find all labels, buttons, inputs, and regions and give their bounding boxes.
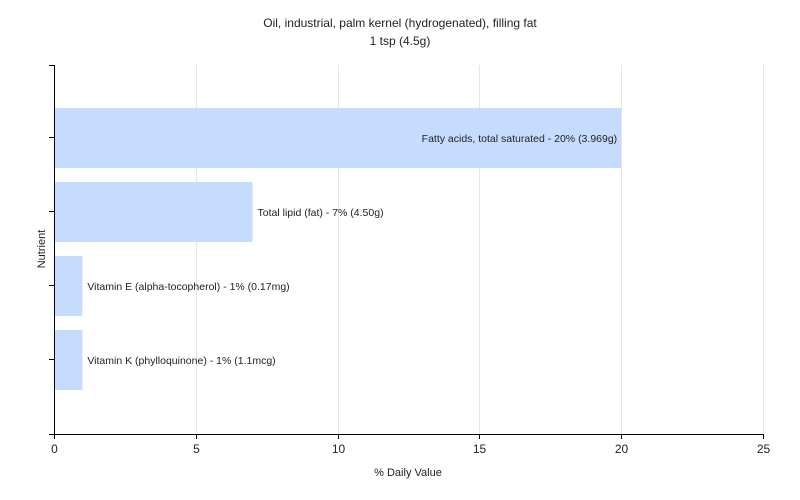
bar-3 (55, 330, 83, 390)
x-tick-label-2: 10 (332, 442, 346, 456)
x-tick-label-5: 25 (757, 442, 771, 456)
bar-2 (55, 256, 83, 316)
bar-0 (55, 108, 622, 168)
axis-layer: 0 5 10 15 20 25 (49, 65, 770, 456)
chart-subtitle: 1 tsp (4.5g) (370, 34, 431, 48)
bar-label-3: Vitamin K (phylloquinone) - 1% (1.1mcg) (87, 355, 275, 367)
y-axis-label: Nutrient (36, 230, 48, 269)
chart-title: Oil, industrial, palm kernel (hydrogenat… (263, 16, 537, 30)
bar-1 (55, 182, 253, 242)
x-tick-label-4: 20 (615, 442, 629, 456)
x-tick-label-0: 0 (51, 442, 58, 456)
bar-layer: Fatty acids, total saturated - 20% (3.96… (55, 108, 622, 390)
x-tick-label-3: 15 (473, 442, 487, 456)
bar-label-2: Vitamin E (alpha-tocopherol) - 1% (0.17m… (87, 281, 289, 293)
bar-label-0: Fatty acids, total saturated - 20% (3.96… (422, 133, 618, 145)
x-tick-label-1: 5 (193, 442, 200, 456)
x-axis-label: % Daily Value (374, 467, 442, 479)
bar-label-1: Total lipid (fat) - 7% (4.50g) (258, 207, 384, 219)
